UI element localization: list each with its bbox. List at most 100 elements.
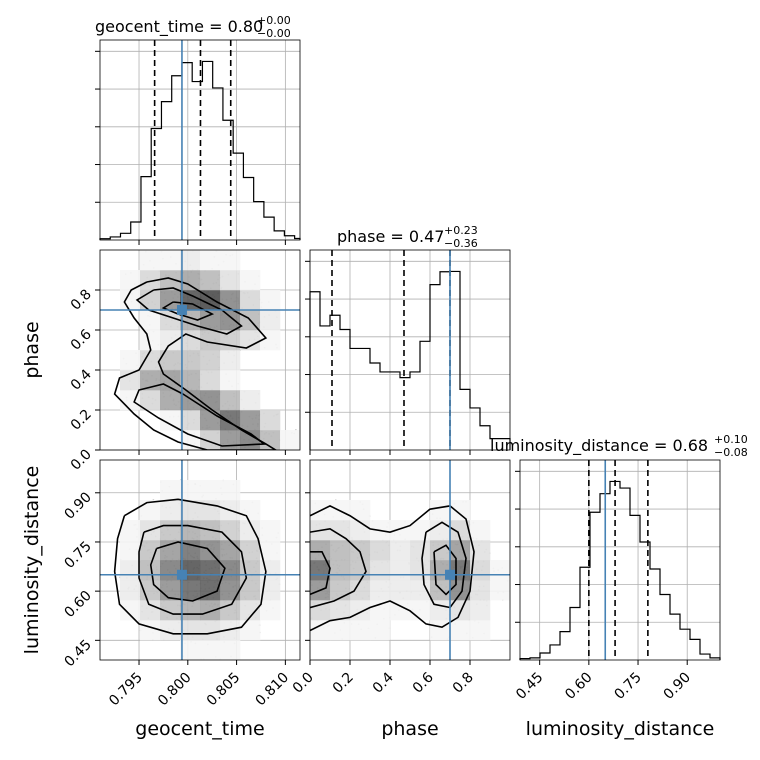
density-cell: [260, 410, 281, 431]
density-cell: [200, 560, 221, 581]
density-cell: [180, 430, 201, 450]
x-tick-label: 0.810: [253, 670, 293, 710]
title-phase-lower: −0.36: [444, 237, 478, 250]
density-cell: [390, 560, 411, 581]
density-cell: [200, 370, 221, 391]
y-tick-label: 0.0: [68, 447, 95, 474]
density-cell: [240, 290, 261, 311]
density-cell: [330, 620, 351, 641]
density-cell: [220, 270, 241, 291]
density-cell: [220, 430, 241, 450]
y-tick-label: 0.4: [68, 366, 95, 393]
density-cell: [370, 580, 391, 601]
density-cell: [410, 580, 431, 601]
density-cell: [220, 350, 241, 371]
contour-line: [310, 528, 367, 609]
x-tick-label: 0.75: [612, 670, 645, 703]
density-cell: [350, 560, 371, 581]
density-cell: [370, 540, 391, 561]
density-cell: [260, 430, 281, 450]
contour-line: [433, 544, 457, 596]
histogram-step: [99, 60, 301, 240]
ylabel-phase: phase: [21, 321, 43, 378]
density-cell: [350, 500, 371, 521]
density-cell: [450, 620, 471, 641]
x-tick-label: 0.2: [330, 670, 357, 697]
density-cell: [140, 330, 161, 351]
density-cell: [390, 600, 411, 621]
density-cell: [220, 480, 241, 501]
density-cell: [470, 520, 491, 541]
panel-2d-luminosity-distance-vs-geocent-time: 0.795 0.800 0.805 0.810 0.45 0.60 0.75 0.90: [61, 459, 301, 710]
density-cell: [240, 520, 261, 541]
panel-frame: [99, 459, 301, 661]
y-tick-label: 0.45: [61, 637, 94, 670]
density-cell: [140, 620, 161, 641]
density-cell: [260, 330, 281, 351]
density-cell: [140, 390, 161, 411]
density-cell: [120, 600, 141, 621]
density-cell: [180, 600, 201, 621]
density-cell: [140, 500, 161, 521]
density-cell: [240, 270, 261, 291]
ylabel-luminosity-distance: luminosity_distance: [21, 466, 43, 655]
y-tick-label: 0.75: [61, 538, 94, 571]
density-cell: [140, 350, 161, 371]
panel-frame: [99, 39, 301, 241]
density-cell: [180, 350, 201, 371]
density-cell: [410, 540, 431, 561]
x-tick-label: 0.8: [450, 670, 477, 697]
density-cell: [240, 580, 261, 601]
density-cell: [450, 540, 471, 561]
contour-line: [133, 383, 267, 447]
density-cell: [200, 600, 221, 621]
density-cell: [140, 310, 161, 331]
density-cell: [240, 540, 261, 561]
density-cell: [180, 370, 201, 391]
density-cell: [120, 350, 141, 371]
density-cell: [220, 390, 241, 411]
density-cell: [240, 330, 261, 351]
xlabel-luminosity-distance: luminosity_distance: [526, 718, 715, 740]
density-cell: [220, 250, 241, 271]
density-cell: [310, 540, 331, 561]
density-cell: [390, 540, 411, 561]
density-cell: [370, 620, 391, 641]
x-tick-label: 0.795: [106, 670, 146, 710]
density-cell: [260, 310, 281, 331]
x-tick-label: 0.90: [661, 670, 694, 703]
density-cells: [120, 250, 300, 450]
contour-line: [135, 287, 243, 335]
density-cell: [430, 540, 451, 561]
contour-line: [310, 505, 475, 632]
x-tick-label: 0.60: [562, 670, 595, 703]
y-tick-label: 0.8: [68, 287, 95, 314]
density-cell: [140, 560, 161, 581]
density-cell: [330, 600, 351, 621]
title-luminosity-distance-upper: +0.10: [714, 433, 748, 446]
contour-line: [113, 277, 278, 450]
density-cell: [220, 640, 241, 660]
density-cell: [220, 370, 241, 391]
density-cell: [180, 410, 201, 431]
density-cell: [370, 600, 391, 621]
density-cell: [450, 520, 471, 541]
grid: [539, 460, 688, 660]
panel-frame: [519, 459, 721, 661]
truth-marker: [176, 569, 187, 580]
density-cell: [430, 580, 451, 601]
density-cell: [260, 540, 281, 561]
density-cell: [470, 620, 491, 641]
density-cell: [390, 580, 411, 601]
density-cell: [220, 520, 241, 541]
density-cell: [160, 250, 181, 271]
density-cell: [120, 270, 141, 291]
density-cell: [160, 350, 181, 371]
density-cell: [240, 620, 261, 641]
density-cell: [450, 500, 471, 521]
density-cell: [180, 640, 201, 660]
density-cells: [310, 500, 510, 641]
title-geocent-time-lower: −0.00: [257, 27, 291, 40]
density-cell: [220, 310, 241, 331]
truth-marker: [176, 305, 187, 315]
